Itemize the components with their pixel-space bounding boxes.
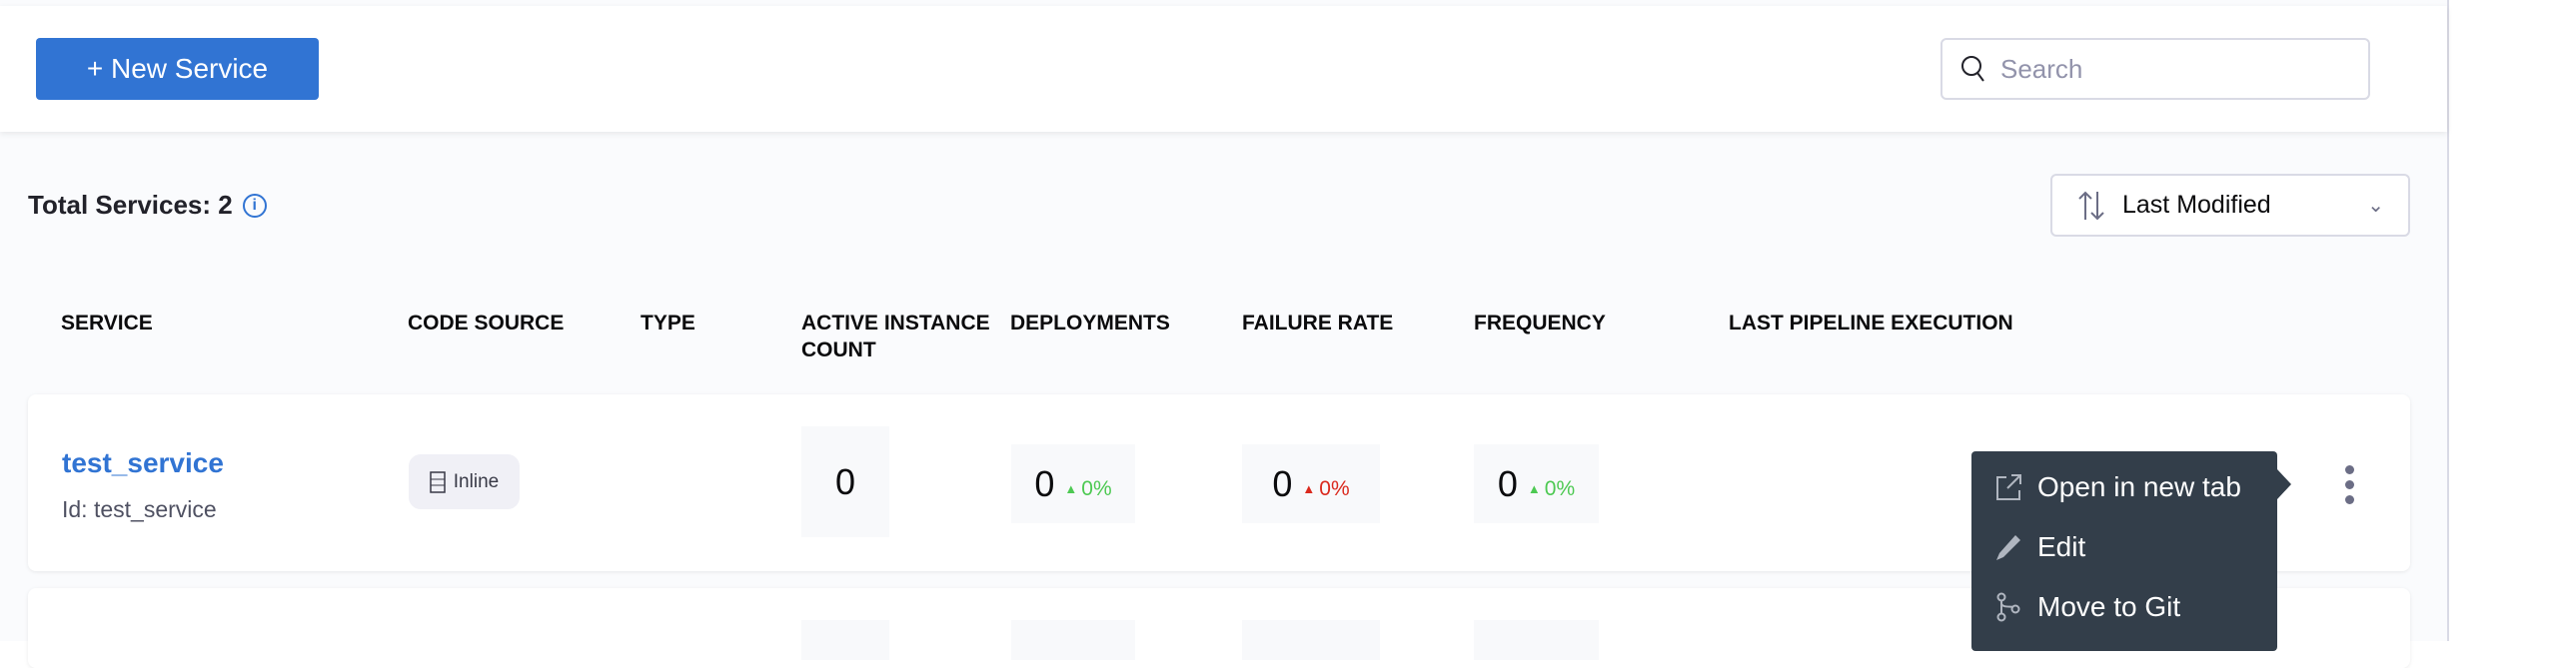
search-icon (1961, 56, 1984, 82)
pencil-icon (1996, 535, 2020, 560)
page-toolbar: + New Service Search (0, 6, 2447, 132)
column-header-code-source[interactable]: CODE SOURCE (408, 312, 565, 334)
active-instance-count: 0 (801, 426, 889, 537)
menu-item-open-in-new-tab[interactable]: Open in new tab (1993, 471, 2241, 503)
column-header-frequency[interactable]: FREQUENCY (1474, 312, 1606, 334)
failure-rate-cell: 0 ▲ 0% (1242, 444, 1380, 523)
total-services: Total Services: 2 i (28, 190, 267, 221)
column-header-failure-rate[interactable]: FAILURE RATE (1242, 312, 1394, 334)
frequency-trend: ▲ 0% (1528, 477, 1575, 501)
failure-rate-trend-value: 0% (1319, 476, 1350, 500)
menu-item-label: Edit (2037, 531, 2086, 562)
open-new-tab-icon (1996, 474, 2021, 500)
search-placeholder: Search (2000, 53, 2083, 84)
deployments-value: 0 (1034, 462, 1055, 504)
frequency-value: 0 (1497, 462, 1518, 504)
column-header-active-instance-count[interactable]: ACTIVE INSTANCE COUNT (801, 312, 990, 361)
frequency-cell: 0 ▲ 0% (1474, 444, 1599, 523)
deployments-trend-value: 0% (1081, 476, 1112, 500)
failure-rate-box (1242, 620, 1380, 660)
total-services-label: Total Services: 2 (28, 190, 233, 220)
frequency-box (1474, 620, 1599, 660)
column-header-service[interactable]: SERVICE (61, 312, 153, 334)
column-header-last-pipeline-execution[interactable]: LAST PIPELINE EXECUTION (1729, 312, 2013, 334)
menu-item-move-to-git[interactable]: Move to Git (1993, 591, 2180, 623)
sort-icon (2078, 191, 2104, 220)
inline-file-icon (430, 470, 446, 493)
code-source-badge: Inline (409, 454, 520, 509)
menu-item-label: Move to Git (2037, 591, 2181, 622)
git-branch-icon (1996, 592, 2020, 622)
active-instance-box (801, 620, 889, 660)
failure-rate-trend: ▲ 0% (1302, 477, 1349, 501)
column-header-type[interactable]: TYPE (641, 312, 695, 334)
service-id: Id: test_service (62, 496, 217, 522)
chevron-down-icon: ⌄ (2367, 195, 2384, 217)
trend-up-icon: ▲ (1527, 481, 1541, 496)
frequency-trend-value: 0% (1544, 476, 1576, 500)
code-source-label: Inline (453, 470, 500, 492)
failure-rate-value: 0 (1272, 462, 1293, 504)
sort-selected: Last Modified (2122, 191, 2271, 219)
info-icon[interactable]: i (242, 193, 267, 218)
services-page: + New Service Search Total Services: 2 i… (0, 0, 2449, 651)
deployments-trend: ▲ 0% (1064, 477, 1111, 501)
menu-item-label: Open in new tab (2037, 471, 2241, 502)
sort-dropdown[interactable]: Last Modified ⌄ (2050, 174, 2410, 237)
new-service-button[interactable]: + New Service (36, 38, 319, 100)
deployments-cell: 0 ▲ 0% (1011, 444, 1135, 523)
trend-up-icon: ▲ (1064, 481, 1078, 496)
active-instance-value: 0 (834, 460, 856, 502)
menu-pointer (2277, 469, 2291, 499)
menu-item-edit[interactable]: Edit (1993, 531, 2085, 563)
more-options-icon[interactable] (2342, 465, 2356, 504)
context-menu: Open in new tab Edit Move to Git (1971, 451, 2291, 651)
column-header-deployments[interactable]: DEPLOYMENTS (1010, 312, 1170, 334)
service-name-link[interactable]: test_service (62, 447, 224, 478)
search-input[interactable]: Search (1940, 38, 2370, 100)
deployments-box (1011, 620, 1135, 660)
trend-up-icon: ▲ (1302, 481, 1316, 496)
